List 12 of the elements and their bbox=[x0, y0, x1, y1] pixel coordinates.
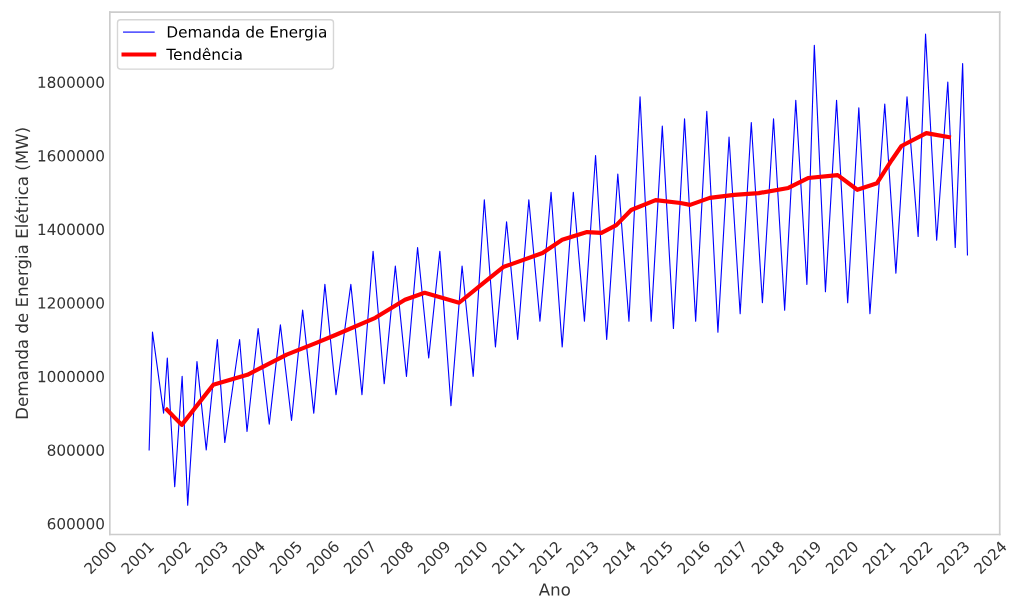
y-tick-label: 1600000 bbox=[38, 150, 104, 162]
legend-label: Tendência bbox=[166, 47, 242, 61]
y-tick-label: 1800000 bbox=[38, 76, 104, 89]
y-tick-label: 1400000 bbox=[38, 223, 104, 236]
legend-label: Demanda de Energia bbox=[167, 25, 326, 41]
y-axis-title: Demanda de Energia Elétrica (MW) bbox=[14, 128, 32, 419]
x-axis-title: Ano bbox=[538, 583, 570, 596]
y-tick-label: 800000 bbox=[47, 444, 104, 456]
y-tick-label: 600000 bbox=[47, 517, 104, 530]
line-series bbox=[164, 131, 951, 427]
y-tick-label: 1000000 bbox=[38, 370, 104, 383]
y-tick-label: 1200000 bbox=[38, 297, 104, 309]
